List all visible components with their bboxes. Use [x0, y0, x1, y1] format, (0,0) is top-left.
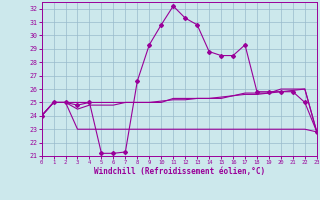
- X-axis label: Windchill (Refroidissement éolien,°C): Windchill (Refroidissement éolien,°C): [94, 167, 265, 176]
